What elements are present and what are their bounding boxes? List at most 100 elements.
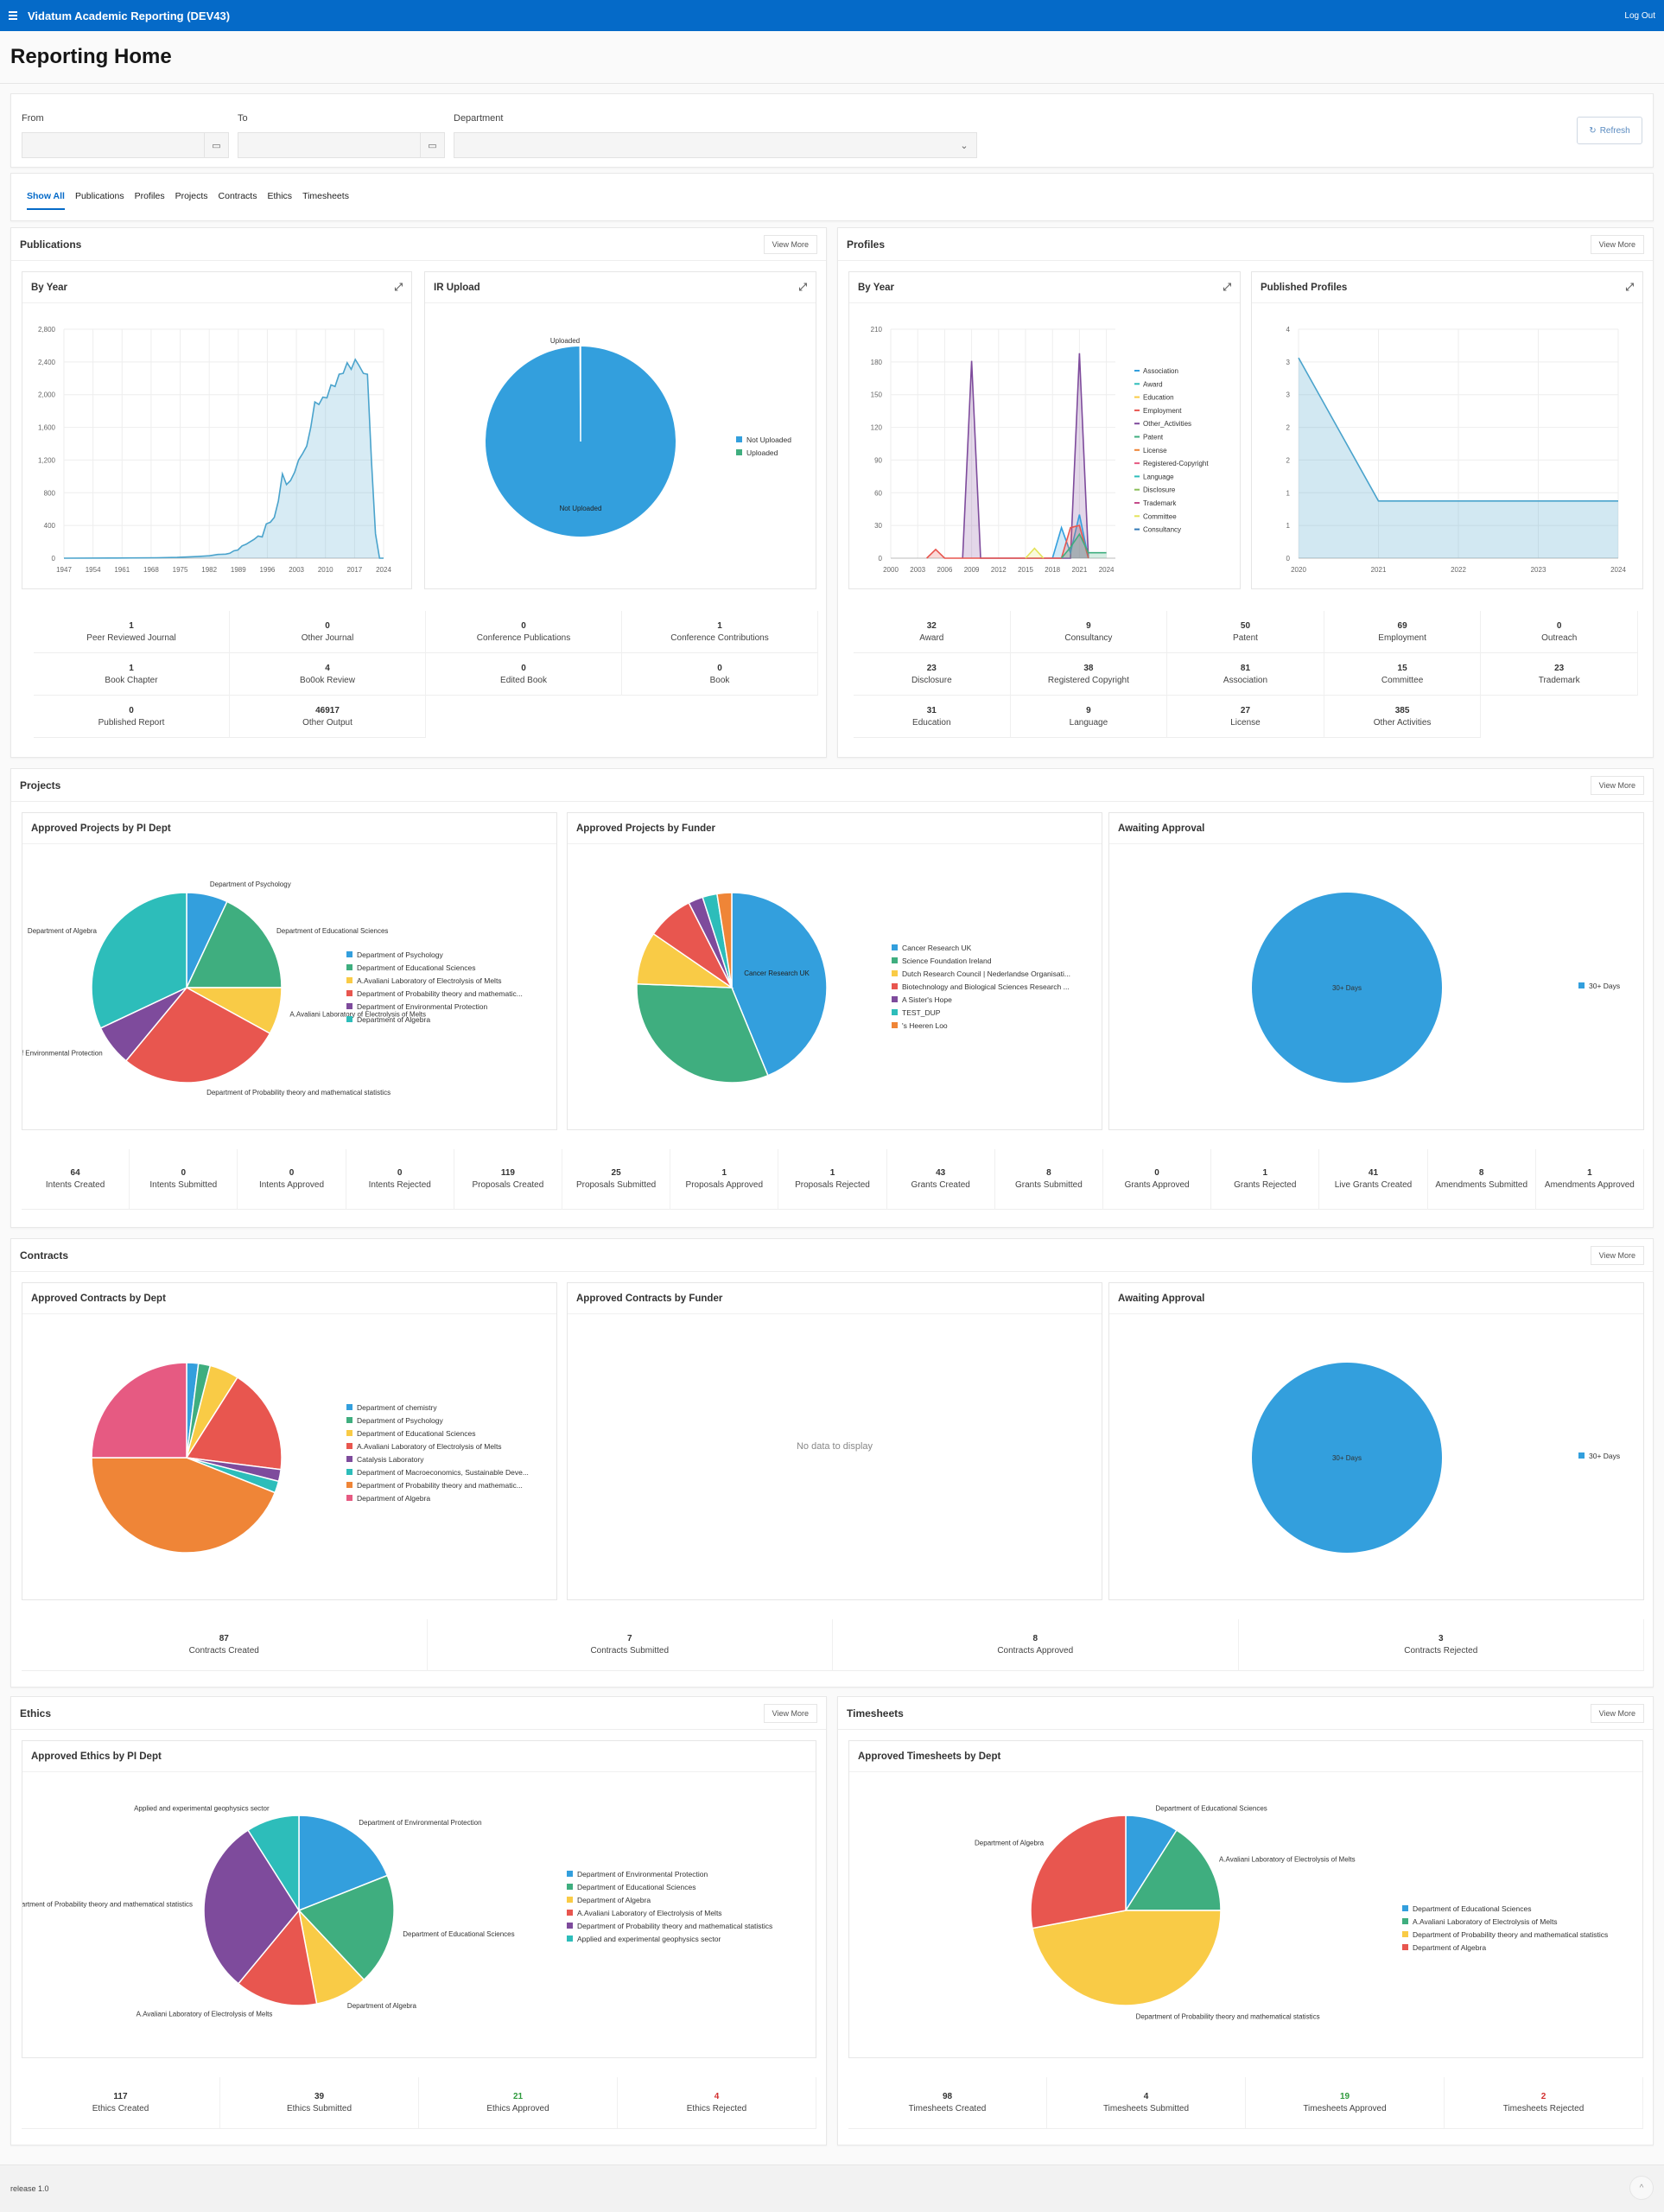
pie-slice[interactable]	[1030, 1815, 1127, 1929]
legend-item[interactable]: A Sister's Hope	[902, 995, 952, 1004]
pie-slice[interactable]	[636, 982, 769, 1084]
from-date-input[interactable]: ▭	[22, 132, 229, 158]
legend-item[interactable]: Association	[1143, 367, 1178, 375]
pie-slice[interactable]	[1124, 1829, 1222, 1911]
legend-item[interactable]: License	[1143, 447, 1167, 454]
series-line[interactable]	[926, 524, 1089, 559]
legend-item[interactable]: Department of Psychology	[357, 1416, 443, 1425]
expand-icon[interactable]: ⤢	[1625, 281, 1634, 293]
legend-item[interactable]: Other_Activities	[1143, 420, 1191, 428]
pie-slice[interactable]	[1252, 893, 1442, 1083]
legend-item[interactable]: Employment	[1143, 407, 1182, 415]
legend-item[interactable]: Department of chemistry	[357, 1403, 437, 1412]
pie-slice[interactable]	[297, 1874, 395, 1981]
expand-icon[interactable]: ⤢	[1223, 281, 1231, 293]
tab-ethics[interactable]: Ethics	[267, 191, 293, 201]
legend-item[interactable]: Department of Algebra	[357, 1015, 430, 1024]
legend-item[interactable]: Patent	[1143, 434, 1164, 442]
refresh-button[interactable]: ↻ Refresh	[1577, 117, 1642, 144]
legend-item[interactable]: Department of Algebra	[577, 1896, 651, 1904]
pie-slice[interactable]	[1252, 1363, 1442, 1553]
legend-item[interactable]: Dutch Research Council | Nederlandse Org…	[902, 969, 1070, 978]
legend-item[interactable]: Department of Environmental Protection	[577, 1870, 708, 1878]
legend-item[interactable]: Consultancy	[1143, 526, 1181, 534]
tab-timesheets[interactable]: Timesheets	[302, 191, 349, 201]
view-more-button[interactable]: View More	[763, 1703, 817, 1723]
pie-slice[interactable]	[731, 892, 828, 1077]
legend-item[interactable]: Disclosure	[1143, 486, 1176, 494]
legend-item[interactable]: Biotechnology and Biological Sciences Re…	[902, 982, 1070, 991]
pie-slice[interactable]	[91, 1457, 276, 1554]
legend-item[interactable]: Department of Algebra	[1413, 1943, 1486, 1952]
pie-slice[interactable]	[579, 346, 581, 442]
legend-item[interactable]: Cancer Research UK	[902, 944, 972, 952]
tab-profiles[interactable]: Profiles	[134, 191, 165, 201]
legend-item[interactable]: Uploaded	[746, 448, 778, 457]
pie-slice[interactable]	[247, 1815, 300, 1913]
view-more-button[interactable]: View More	[763, 234, 817, 254]
tab-projects[interactable]: Projects	[175, 191, 208, 201]
series-line[interactable]	[63, 358, 384, 559]
legend-item[interactable]: Department of Probability theory and mat…	[577, 1922, 772, 1930]
to-date-input[interactable]: ▭	[238, 132, 445, 158]
scroll-to-top-button[interactable]: ^	[1629, 2176, 1654, 2200]
view-more-button[interactable]: View More	[1590, 234, 1644, 254]
pie-slice[interactable]	[185, 900, 283, 988]
tab-show-all[interactable]: Show All	[27, 191, 65, 210]
series-line[interactable]	[1051, 514, 1089, 559]
legend-item[interactable]: Department of Environmental Protection	[357, 1002, 487, 1011]
expand-icon[interactable]: ⤢	[798, 281, 807, 293]
legend-item[interactable]: A.Avaliani Laboratory of Electrolysis of…	[1413, 1917, 1558, 1926]
logout-link[interactable]: Log Out	[1624, 10, 1655, 21]
view-more-button[interactable]: View More	[1590, 1245, 1644, 1265]
legend-item[interactable]: Trademark	[1143, 499, 1177, 507]
legend-item[interactable]: 's Heeren Loo	[902, 1021, 948, 1030]
pie-slice[interactable]	[298, 1815, 389, 1912]
legend-item[interactable]: A.Avaliani Laboratory of Electrolysis of…	[357, 1442, 502, 1451]
series-line[interactable]	[1060, 532, 1107, 559]
legend-item[interactable]: Award	[1143, 380, 1163, 388]
series-line[interactable]	[1298, 357, 1618, 502]
pie-slice[interactable]	[124, 987, 271, 1084]
pie-slice[interactable]	[203, 1829, 300, 1985]
legend-item[interactable]: Department of Educational Sciences	[357, 963, 476, 972]
calendar-icon[interactable]: ▭	[420, 133, 444, 157]
pie-slice[interactable]	[1032, 1910, 1222, 2006]
legend-item[interactable]: Department of Probability theory and mat…	[1413, 1930, 1608, 1939]
legend-item[interactable]: Applied and experimental geophysics sect…	[577, 1935, 721, 1943]
legend-item[interactable]: Department of Educational Sciences	[357, 1429, 476, 1438]
legend-item[interactable]: 30+ Days	[1589, 982, 1620, 990]
legend-item[interactable]: Education	[1143, 394, 1174, 402]
legend-item[interactable]: Department of Macroeconomics, Sustainabl…	[357, 1468, 529, 1477]
legend-item[interactable]: Catalysis Laboratory	[357, 1455, 424, 1464]
series-line[interactable]	[1025, 547, 1045, 559]
pie-slice[interactable]	[716, 892, 733, 988]
pie-slice[interactable]	[185, 1376, 283, 1471]
legend-item[interactable]: Not Uploaded	[746, 435, 791, 444]
legend-item[interactable]: Department of Algebra	[357, 1494, 430, 1503]
legend-item[interactable]: Department of Educational Sciences	[1413, 1904, 1532, 1913]
tab-publications[interactable]: Publications	[74, 191, 124, 201]
department-select[interactable]: ⌄	[454, 132, 977, 158]
hamburger-menu-icon[interactable]	[9, 10, 21, 22]
pie-slice[interactable]	[91, 892, 187, 1029]
expand-icon[interactable]: ⤢	[394, 281, 403, 293]
pie-slice[interactable]	[91, 1362, 187, 1459]
legend-item[interactable]: Language	[1143, 473, 1174, 480]
view-more-button[interactable]: View More	[1590, 775, 1644, 795]
tab-contracts[interactable]: Contracts	[218, 191, 257, 201]
legend-item[interactable]: A.Avaliani Laboratory of Electrolysis of…	[357, 976, 502, 985]
legend-item[interactable]: Department of Probability theory and mat…	[357, 989, 523, 998]
legend-item[interactable]: Department of Probability theory and mat…	[357, 1481, 523, 1490]
legend-item[interactable]: Committee	[1143, 512, 1177, 520]
legend-item[interactable]: Department of Psychology	[357, 950, 443, 959]
legend-item[interactable]: A.Avaliani Laboratory of Electrolysis of…	[577, 1909, 722, 1917]
legend-item[interactable]: Registered-Copyright	[1143, 460, 1209, 467]
legend-item[interactable]: TEST_DUP	[902, 1008, 941, 1017]
legend-item[interactable]: Department of Educational Sciences	[577, 1883, 696, 1891]
calendar-icon[interactable]: ▭	[204, 133, 228, 157]
legend-item[interactable]: 30+ Days	[1589, 1452, 1620, 1460]
pie-slice[interactable]	[237, 1909, 318, 2006]
legend-item[interactable]: Science Foundation Ireland	[902, 957, 992, 965]
view-more-button[interactable]: View More	[1590, 1703, 1644, 1723]
